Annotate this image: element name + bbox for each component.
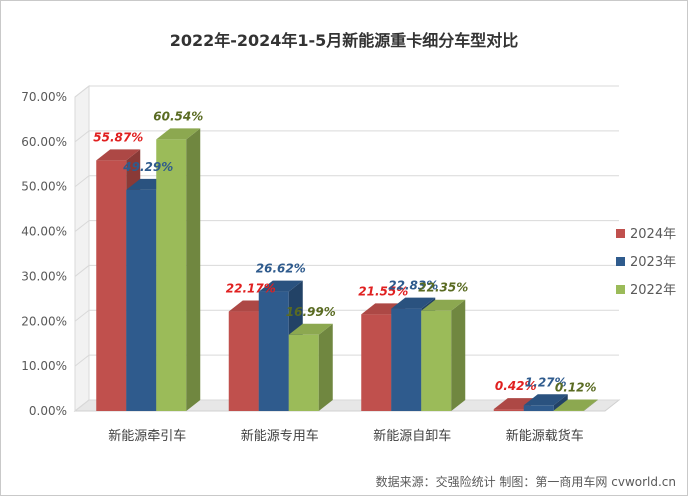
bar-top bbox=[96, 149, 141, 161]
gridline bbox=[74, 130, 619, 143]
data-label: 49.29% bbox=[122, 160, 173, 174]
data-labels: 55.87% 49.29% 60.54% 22.17% 26.62% 16.99% 21.5… bbox=[93, 109, 596, 394]
bar bbox=[228, 311, 259, 411]
bar-top bbox=[553, 399, 598, 411]
source-note: 数据来源：交强险统计 制图：第一商用车网 cvworld.cn bbox=[376, 474, 676, 489]
data-label: 21.55% bbox=[358, 284, 408, 298]
bar-side bbox=[451, 299, 466, 411]
y-tick-label: 70.00% bbox=[21, 90, 67, 104]
legend-swatch bbox=[616, 257, 625, 266]
bar bbox=[258, 291, 289, 411]
category-label: 新能源自卸车 bbox=[373, 428, 451, 444]
x-axis-categories: 新能源牵引车 新能源专用车 新能源自卸车 新能源载货车 bbox=[108, 428, 584, 444]
category-label: 新能源专用车 bbox=[241, 428, 319, 444]
chart-title: 2022年-2024年1-5月新能源重卡细分车型对比 bbox=[170, 31, 519, 50]
data-label: 0.12% bbox=[555, 380, 597, 394]
bar-top bbox=[421, 299, 466, 311]
data-label: 22.35% bbox=[418, 281, 468, 295]
data-label: 26.62% bbox=[256, 262, 306, 276]
legend-label: 2024年 bbox=[630, 227, 676, 242]
y-tick-label: 50.00% bbox=[21, 180, 67, 194]
bar-side bbox=[318, 323, 333, 411]
data-label: 60.54% bbox=[153, 109, 203, 123]
bar-top bbox=[156, 128, 201, 140]
data-label: 55.87% bbox=[93, 130, 143, 144]
data-label: 22.83% bbox=[388, 279, 438, 293]
data-label: 1.27% bbox=[525, 375, 567, 389]
y-tick-label: 0.00% bbox=[29, 404, 67, 418]
gridline bbox=[74, 220, 619, 232]
bar-top bbox=[523, 394, 568, 406]
chart-walls bbox=[73, 84, 621, 413]
bar bbox=[361, 314, 392, 411]
bar bbox=[156, 139, 187, 411]
y-tick-label: 20.00% bbox=[21, 314, 67, 328]
bar bbox=[493, 409, 524, 411]
y-tick-label: 10.00% bbox=[21, 359, 67, 373]
bar-side bbox=[583, 399, 598, 411]
bar-top bbox=[288, 323, 333, 335]
y-tick-label: 40.00% bbox=[21, 225, 67, 239]
left-wall bbox=[74, 84, 90, 413]
data-label: 0.42% bbox=[495, 379, 537, 393]
data-label: 16.99% bbox=[286, 305, 336, 319]
gridline bbox=[74, 264, 619, 277]
legend-label: 2023年 bbox=[630, 255, 676, 270]
gridline bbox=[74, 175, 619, 188]
bar bbox=[391, 308, 422, 411]
y-tick-label: 60.00% bbox=[21, 135, 67, 149]
bars bbox=[96, 128, 598, 411]
bar bbox=[126, 189, 157, 411]
legend-label: 2022年 bbox=[630, 283, 676, 298]
gridline bbox=[74, 85, 619, 98]
bar-side bbox=[553, 394, 568, 411]
bar-top bbox=[391, 297, 436, 309]
legend-swatch bbox=[616, 229, 625, 238]
bar-side bbox=[186, 128, 201, 411]
data-label: 22.17% bbox=[226, 282, 276, 296]
legend-swatch bbox=[616, 285, 625, 294]
bar bbox=[96, 160, 127, 411]
category-label: 新能源载货车 bbox=[506, 428, 584, 444]
bar bbox=[288, 334, 319, 411]
bar-top bbox=[258, 280, 303, 292]
bar bbox=[523, 405, 554, 411]
y-tick-label: 30.00% bbox=[21, 269, 67, 283]
category-label: 新能源牵引车 bbox=[108, 428, 186, 444]
bar bbox=[553, 410, 584, 411]
y-axis-ticks: 0.00% 10.00% 20.00% 30.00% 40.00% 50.00% 60.00… bbox=[21, 90, 67, 418]
bar bbox=[421, 310, 452, 411]
legend: 2024年 2023年 2022年 bbox=[616, 227, 676, 298]
